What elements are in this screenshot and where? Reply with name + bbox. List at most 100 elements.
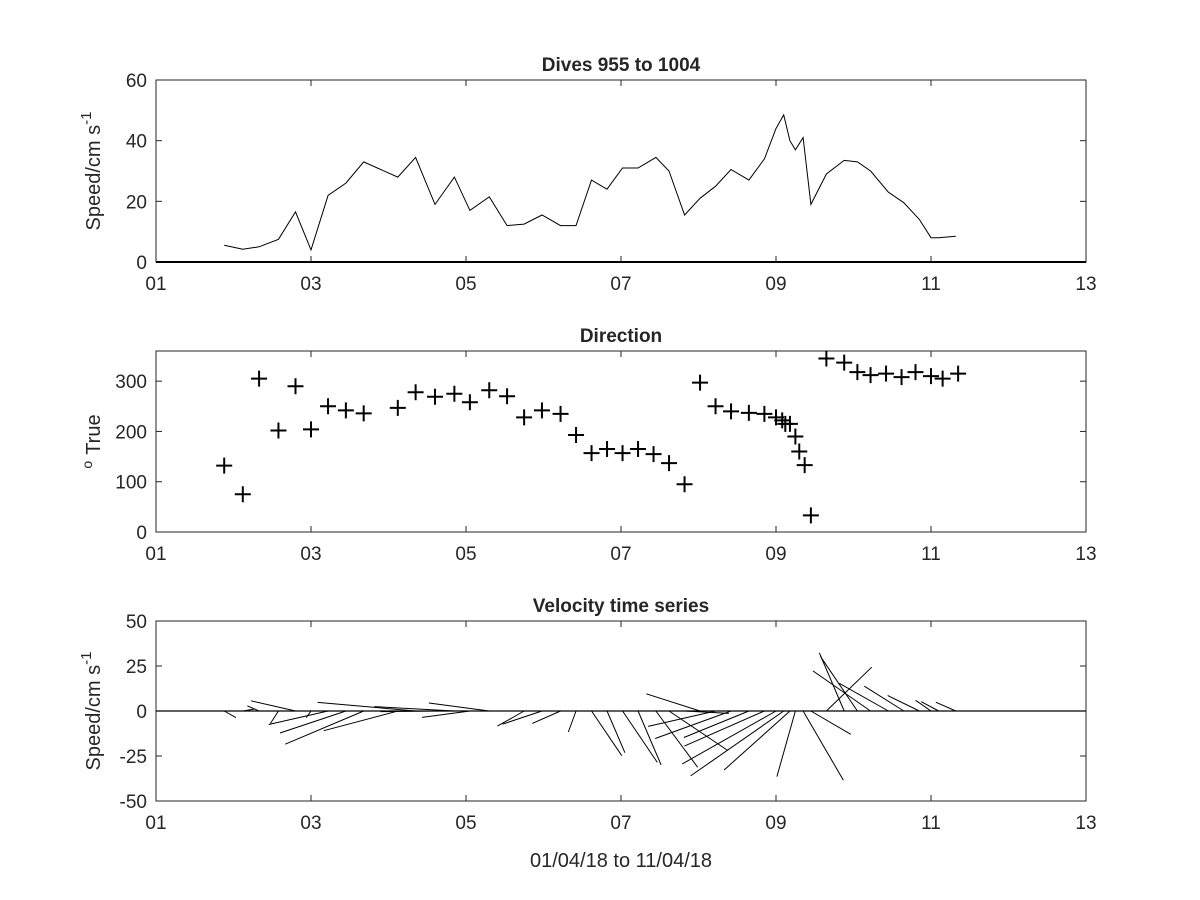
velocity-stick <box>935 701 957 712</box>
direction-point <box>934 370 951 387</box>
velocity-stick <box>812 670 871 712</box>
x-tick-label: 11 <box>921 274 941 295</box>
direction-point <box>661 455 678 472</box>
velocity-stick <box>622 710 658 763</box>
velocity-stick <box>915 699 932 712</box>
velocity-stick <box>268 710 329 725</box>
panel-1: Dives 955 to 1004 01 03 05 07 09 11 13 0 20 40 60 Sp… <box>78 55 1097 295</box>
velocity-stick <box>567 710 577 733</box>
velocity-stick <box>684 710 729 714</box>
velocity-stick <box>422 710 470 718</box>
y-tick-label: 40 <box>126 132 147 153</box>
velocity-stick <box>690 710 785 777</box>
velocity-stick <box>655 710 699 768</box>
y-tick-label: 60 <box>126 71 147 92</box>
x-tick-label: 13 <box>1075 544 1096 565</box>
direction-point <box>849 364 866 381</box>
x-tick-label: 05 <box>455 544 476 565</box>
velocity-stick <box>374 706 455 712</box>
y-tick-label: 300 <box>115 372 147 393</box>
direction-point <box>552 405 569 422</box>
velocity-stick <box>655 710 732 739</box>
direction-point <box>630 441 647 458</box>
velocity-stick <box>242 708 255 712</box>
velocity-stick <box>802 710 844 781</box>
direction-point <box>707 398 724 415</box>
x-tick-label: 03 <box>300 544 321 565</box>
y-tick-label: 50 <box>126 612 147 633</box>
x-tick-label: 01 <box>145 813 166 834</box>
direction-point <box>950 365 967 382</box>
direction-point <box>216 457 233 474</box>
x-tick-label: 01 <box>145 544 166 565</box>
y-axis-label: o True <box>79 414 105 468</box>
x-tick-label: 09 <box>765 813 786 834</box>
direction-point <box>568 426 585 443</box>
direction-point <box>645 446 662 463</box>
direction-point <box>907 364 924 381</box>
y-tick-label: -25 <box>120 747 147 768</box>
direction-point <box>389 399 406 416</box>
velocity-stick <box>497 710 525 727</box>
y-tick-label: 0 <box>136 523 147 544</box>
y-tick-label: 100 <box>115 473 147 494</box>
y-axis-label-sup: -1 <box>78 652 95 665</box>
velocity-stick <box>285 710 364 745</box>
velocity-stick <box>269 710 279 724</box>
direction-point <box>818 350 835 367</box>
velocity-stick <box>380 710 436 713</box>
velocity-stick <box>247 705 260 712</box>
x-tick-label: 13 <box>1075 274 1096 295</box>
direction-point <box>862 367 879 384</box>
speed-series-line <box>224 113 956 252</box>
panel-2: Direction 01 03 05 07 09 11 13 0 100 200 300 o True <box>79 326 1097 565</box>
y-axis-label-text: Speed/cm s <box>83 125 105 231</box>
y-tick-label: 25 <box>126 657 147 678</box>
x-tick-label: 11 <box>921 813 941 834</box>
velocity-stick <box>887 695 920 712</box>
direction-point <box>878 365 895 382</box>
velocity-stick <box>279 710 347 734</box>
direction-point <box>614 445 631 462</box>
direction-point <box>251 370 268 387</box>
direction-point <box>723 403 740 420</box>
direction-point <box>599 441 616 458</box>
direction-point <box>303 421 319 438</box>
velocity-stick <box>223 710 237 719</box>
velocity-stick <box>317 701 416 712</box>
direction-point <box>583 445 600 462</box>
velocity-stick <box>776 710 796 777</box>
velocity-stick <box>684 710 765 747</box>
direction-point <box>355 405 372 422</box>
velocity-stick <box>532 710 561 724</box>
direction-point <box>796 457 813 474</box>
direction-point <box>337 402 354 419</box>
y-tick-label: 0 <box>136 702 147 723</box>
direction-point <box>516 409 533 426</box>
y-tick-label: 200 <box>115 422 147 443</box>
y-tick-label: 0 <box>136 253 147 274</box>
velocity-stick <box>819 656 858 712</box>
chart-title: Dives 955 to 1004 <box>542 55 701 76</box>
velocity-stick <box>920 701 939 712</box>
x-tick-label: 07 <box>610 274 631 295</box>
x-tick-label: 09 <box>765 544 786 565</box>
velocity-stick <box>864 685 905 712</box>
velocity-stick <box>428 702 490 712</box>
x-tick-label: 13 <box>1075 813 1096 834</box>
velocity-stick <box>683 710 750 738</box>
x-tick-label: 01 <box>145 274 166 295</box>
velocity-stick <box>606 710 626 753</box>
y-axis-label-sup: -1 <box>78 112 95 125</box>
y-tick-label: -50 <box>120 792 147 813</box>
velocity-stick <box>723 710 791 771</box>
direction-point <box>676 476 693 493</box>
direction-point <box>499 388 516 405</box>
direction-point <box>781 415 798 432</box>
x-tick-label: 03 <box>300 274 321 295</box>
velocity-stick <box>647 710 716 727</box>
velocity-stick <box>250 700 296 712</box>
velocity-stick <box>305 710 312 718</box>
direction-point <box>320 398 337 415</box>
